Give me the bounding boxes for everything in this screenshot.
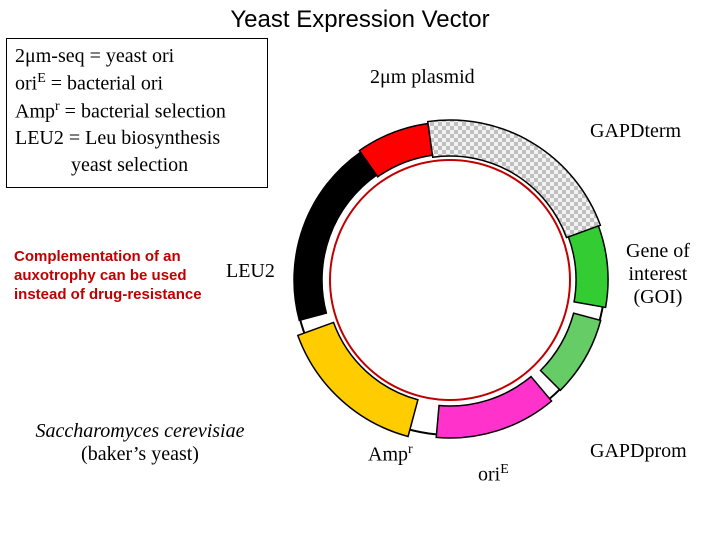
label-leu2: LEU2 [226, 260, 275, 283]
yeast-name: Saccharomyces cerevisiae (baker’s yeast) [20, 420, 260, 466]
label-goi: Gene of interest (GOI) [626, 240, 690, 309]
plasmid-pre: 2 [370, 66, 380, 88]
legend-1-post: m-seq = yeast ori [36, 45, 174, 67]
plasmid-diagram [270, 90, 630, 470]
segment-oriE [541, 313, 601, 390]
legend-3-post: = bacterial selection [60, 100, 226, 122]
plasmid-post: m plasmid [391, 66, 475, 88]
segment-Ampr [436, 377, 551, 438]
legend-line-3: Ampr = bacterial selection [15, 98, 259, 126]
segment-GAPDprom [568, 226, 608, 307]
legend-box: 2μm-seq = yeast ori oriE = bacterial ori… [6, 38, 268, 188]
page-title: Yeast Expression Vector [0, 0, 720, 34]
segment-2um-seq [294, 152, 377, 320]
plasmid-mu: μ [380, 66, 391, 88]
goi-l3: (GOI) [633, 286, 682, 308]
legend-2-sup: E [37, 71, 46, 86]
yeast-scientific: Saccharomyces cerevisiae [36, 420, 245, 442]
complementation-note: Complementation of an auxotrophy can be … [14, 248, 224, 304]
legend-2-pre: ori [15, 73, 37, 95]
legend-1-pre: 2 [15, 45, 25, 67]
goi-l1: Gene of [626, 240, 690, 262]
legend-line-1: 2μm-seq = yeast ori [15, 43, 259, 70]
legend-line-4: LEU2 = Leu biosynthesis [15, 125, 259, 152]
legend-3-pre: Amp [15, 100, 55, 122]
legend-1-mu: μ [25, 45, 36, 67]
segment-LEU2 [298, 322, 418, 436]
legend-line-4b: yeast selection [15, 152, 259, 179]
goi-l2: interest [628, 263, 687, 285]
legend-line-2: oriE = bacterial ori [15, 70, 259, 98]
legend-2-post: = bacterial ori [46, 73, 163, 95]
yeast-common: (baker’s yeast) [81, 443, 199, 465]
label-2um-plasmid: 2μm plasmid [370, 66, 475, 89]
